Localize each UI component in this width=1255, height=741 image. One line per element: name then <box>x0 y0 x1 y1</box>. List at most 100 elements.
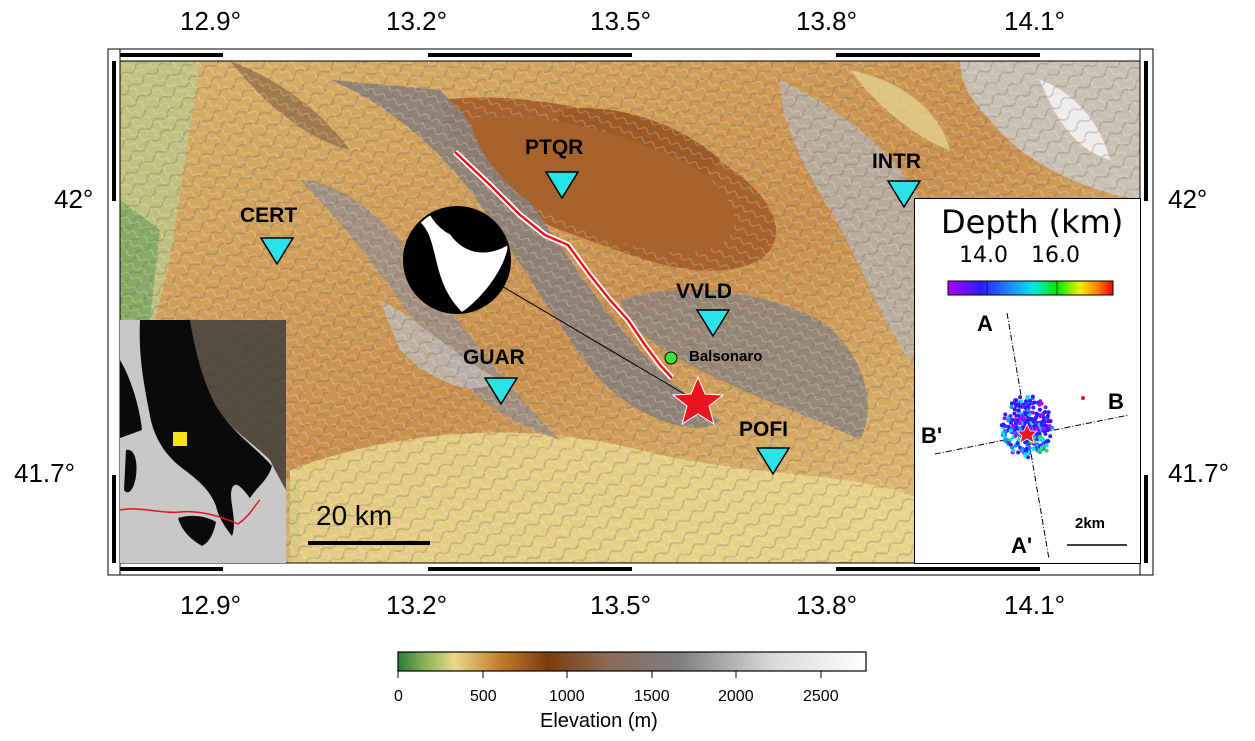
aftershock-dot <box>1039 401 1044 406</box>
aftershock-dot <box>1013 433 1018 438</box>
colorbar-tick-1500: 1500 <box>634 688 670 705</box>
aftershock-dot <box>1010 445 1015 450</box>
lon-label-top-5: 14.1° <box>1004 6 1066 36</box>
aftershock-dot <box>1037 432 1042 437</box>
aftershock-dot <box>1038 413 1043 418</box>
aftershock-dot <box>1001 432 1006 437</box>
aftershock-dot <box>1019 399 1024 404</box>
aftershock-dot <box>1024 399 1028 404</box>
depth-section-plot <box>934 312 1130 560</box>
lat-label-left-1: 42° <box>54 184 94 214</box>
locator-square <box>173 432 187 446</box>
town-marker-balsonaro <box>664 351 678 365</box>
depth-colorscale <box>947 280 1114 296</box>
station-label-ptqr: PTQR <box>525 136 584 159</box>
aftershock-dot <box>1012 407 1017 412</box>
lon-label-bottom-5: 14.1° <box>1004 590 1066 620</box>
aftershock-dot <box>1015 441 1020 446</box>
aftershock-dot <box>1016 413 1021 418</box>
depth-epicenter-star <box>1016 422 1038 444</box>
aftershock-dot <box>1032 400 1037 405</box>
aftershock-dot <box>1016 408 1021 413</box>
aftershock-dot <box>1018 426 1023 431</box>
aftershock-dot <box>1046 439 1051 444</box>
colorbar-tick-0: 0 <box>394 688 403 705</box>
aftershock-dot <box>1043 410 1048 414</box>
aftershock-dot <box>1046 410 1051 415</box>
station-label-cert: CERT <box>240 204 298 227</box>
lat-label-right-1: 42° <box>1168 184 1208 214</box>
profile-label-b-prime: B' <box>921 423 943 448</box>
aftershock-dot <box>1009 420 1013 425</box>
aftershock-dot <box>1018 395 1023 400</box>
aftershock-dot <box>1009 405 1014 409</box>
aftershock-dot <box>1008 428 1013 433</box>
aftershock-dot <box>1028 398 1033 403</box>
station-label-guar: GUAR <box>463 346 525 369</box>
aftershock-dot <box>1042 426 1047 431</box>
lat-label-right-2: 41.7° <box>1168 458 1230 488</box>
aftershock-dot <box>1016 450 1021 455</box>
aftershock-dot <box>1006 424 1011 429</box>
aftershock-dot <box>1014 398 1019 403</box>
aftershock-dot <box>1031 419 1036 424</box>
italy-locator-inset <box>120 320 286 563</box>
aftershock-dot <box>1035 442 1040 447</box>
town-label-balsonaro: Balsonaro <box>689 348 763 365</box>
aftershock-dot <box>1002 416 1007 421</box>
aftershock-dot <box>1020 413 1025 418</box>
aftershock-dot <box>1030 394 1035 399</box>
aftershock-dot <box>1043 431 1048 436</box>
aftershock-dot <box>1043 405 1048 410</box>
aftershock-dot <box>1048 419 1053 424</box>
epicenter-star <box>671 375 725 426</box>
lon-label-top-1: 12.9° <box>180 6 242 36</box>
lon-label-bottom-3: 13.5° <box>590 590 652 620</box>
station-triangle-guar <box>483 377 519 406</box>
aftershock-dot <box>1016 438 1021 443</box>
aftershock-dot <box>1039 422 1044 427</box>
aftershock-dot <box>1017 421 1022 426</box>
aftershock-dot <box>1023 405 1028 410</box>
aftershock-dot <box>1002 438 1007 443</box>
focal-mechanism-connector <box>499 284 699 403</box>
aftershock-dot <box>1008 437 1013 442</box>
aftershock-dot <box>1046 427 1051 432</box>
aftershock-dot <box>1037 448 1042 453</box>
lon-label-bottom-2: 13.2° <box>386 590 448 620</box>
aftershock-dot <box>1003 412 1008 417</box>
profile-label-a: A <box>977 311 993 336</box>
aftershock-dot <box>1027 402 1032 407</box>
lat-label-left-2: 41.7° <box>14 458 76 488</box>
aftershock-dot <box>1030 410 1035 415</box>
aftershock-dot <box>1041 438 1045 443</box>
colorbar-tick-2000: 2000 <box>718 688 754 705</box>
station-triangle-pofi <box>755 447 791 476</box>
aftershock-dot <box>1008 414 1013 418</box>
profile-label-b: B <box>1108 389 1124 414</box>
aftershock-dot <box>1044 443 1049 448</box>
colorbar-tick-500: 500 <box>470 688 497 705</box>
aftershock-dot <box>1050 425 1055 430</box>
station-label-vvld: VVLD <box>676 280 733 303</box>
lon-label-top-2: 13.2° <box>386 6 448 36</box>
aftershock-dot <box>1041 418 1046 423</box>
aftershock-dot <box>1018 416 1023 421</box>
aftershock-dot <box>1010 417 1015 422</box>
fault-trace <box>454 151 673 379</box>
aftershock-dot <box>1044 448 1049 453</box>
aftershock-dot <box>1023 453 1028 458</box>
aftershock-dot <box>1014 403 1019 408</box>
aftershock-dot <box>1035 413 1040 417</box>
aftershock-dot <box>1031 447 1036 451</box>
station-label-pofi: POFI <box>739 418 789 441</box>
depth-tick-16: 16.0 <box>1031 243 1080 268</box>
depth-tick-14: 14.0 <box>959 243 1008 268</box>
aftershock-dot <box>1039 445 1044 450</box>
aftershock-dot <box>1006 418 1011 423</box>
lon-label-bottom-1: 12.9° <box>180 590 242 620</box>
aftershock-dot <box>1037 407 1042 412</box>
profile-label-a-prime: A' <box>1011 533 1033 558</box>
colorbar-tick-1000: 1000 <box>549 688 585 705</box>
colorbar-label: Elevation (m) <box>540 710 658 732</box>
